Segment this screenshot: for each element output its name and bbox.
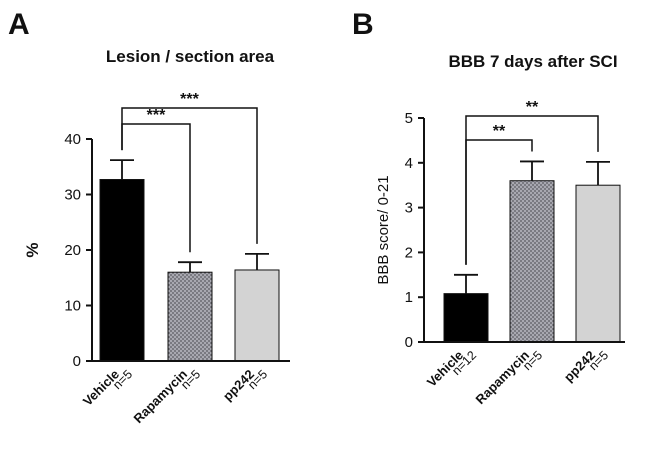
panel-a-title: Lesion / section area — [106, 47, 275, 66]
panel-a-bar-pp242 — [234, 269, 280, 362]
panel-a-y-tick-label: 10 — [64, 298, 81, 315]
panel-a-category-label: Rapamycin — [130, 366, 190, 426]
panel-a-y-tick-label: 30 — [64, 187, 81, 204]
panel-a-y-axis-label: % — [23, 242, 42, 257]
panel-a-letter: A — [8, 8, 30, 41]
panel-b-significance-bracket — [465, 115, 599, 265]
panel-a-y-tick-label: 40 — [64, 131, 81, 148]
panel-a-significance-label: *** — [180, 91, 199, 108]
panel-b-significance-label: ** — [526, 99, 539, 116]
panel-a-y-tick-label: 0 — [73, 353, 81, 370]
panel-a-significance-bracket — [121, 107, 258, 244]
panel-b-y-tick-label: 5 — [405, 110, 413, 127]
panel-b-y-tick-label: 4 — [405, 155, 413, 172]
panel-b-bar-pp242 — [575, 184, 621, 343]
panel-b-y-tick-label: 0 — [405, 334, 413, 351]
panel-a-bar-vehicle — [99, 179, 145, 362]
panel-b-letter: B — [352, 8, 374, 41]
panel-b-y-tick-label: 1 — [405, 289, 413, 306]
panel-b-category-label: Rapamycin — [472, 347, 532, 407]
panel-b-bar-vehicle — [443, 293, 489, 343]
panel-b-bar-rapamycin — [509, 180, 555, 343]
panel-a-y-tick-label: 20 — [64, 242, 81, 259]
panel-a-significance-label: *** — [147, 107, 166, 124]
panel-b-y-axis-label: BBB score/ 0-21 — [375, 175, 392, 284]
panel-b-title: BBB 7 days after SCI — [448, 52, 617, 71]
panel-b-y-tick-label: 3 — [405, 200, 413, 217]
panel-a-bar-rapamycin — [167, 271, 213, 362]
panel-b-significance-label: ** — [493, 123, 506, 140]
panel-b-y-tick-label: 2 — [405, 244, 413, 261]
